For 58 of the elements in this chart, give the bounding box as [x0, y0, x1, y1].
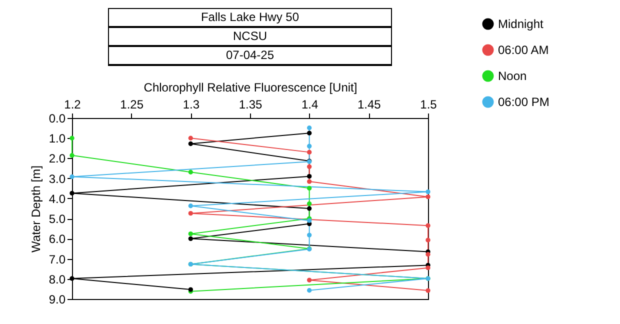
chart-subtitle: NCSU: [109, 28, 391, 47]
point: [306, 150, 312, 155]
point: [306, 278, 312, 282]
point: [426, 189, 430, 194]
point: [70, 153, 74, 158]
text: 07-04-25: [109, 47, 391, 66]
y-tick-label: 3.0: [48, 172, 66, 186]
point: [306, 164, 312, 170]
point: [188, 232, 194, 236]
point: [306, 126, 312, 130]
y-tick-label: 0.0: [48, 112, 66, 126]
y-tick-label: 4.0: [48, 192, 66, 206]
y-tick-label: 2.0: [48, 152, 66, 166]
x-axis-title: Chlorophyll Relative Fluorescence [Unit]: [144, 80, 358, 94]
y-tick-label: 6.0: [48, 232, 66, 246]
point: [306, 232, 312, 238]
point: [188, 170, 194, 174]
legend-label: Midnight: [498, 17, 544, 31]
x-tick-label: 1.35: [238, 98, 262, 112]
y-tick-label: 9.0: [48, 292, 66, 306]
point: [70, 276, 74, 281]
point: [70, 174, 74, 180]
x-tick-label: 1.2: [64, 98, 82, 112]
point: [188, 136, 194, 140]
y-tick-label: 7.0: [48, 252, 66, 266]
x-tick-label: 1.4: [301, 98, 318, 112]
chart-title: Falls Lake Hwy 50: [109, 9, 391, 28]
point: [306, 288, 312, 293]
point: [188, 210, 194, 216]
point: [306, 130, 312, 136]
point: [306, 201, 312, 206]
point: [306, 206, 312, 211]
y-tick-label: 1.0: [48, 132, 66, 146]
y-tick-label: 5.0: [48, 212, 66, 226]
x-tick-label: 1.45: [357, 98, 382, 112]
point: [426, 238, 430, 242]
point: [306, 174, 312, 179]
x-tick-label: 1.5: [420, 98, 438, 112]
legend-label: Noon: [498, 69, 527, 83]
y-tick-label: 8.0: [48, 272, 66, 286]
point: [188, 141, 194, 146]
point: [70, 136, 74, 140]
point: [306, 186, 312, 191]
point: [188, 204, 194, 208]
point: [426, 223, 430, 228]
point: [426, 252, 430, 257]
point: [306, 179, 312, 184]
legend-label: 06:00 PM: [498, 95, 550, 109]
point: [426, 265, 430, 270]
point: [70, 190, 74, 196]
point: [306, 144, 312, 148]
x-tick-label: 1.3: [182, 98, 200, 112]
y-axis-title: Water Depth [m]: [28, 166, 43, 252]
point: [426, 194, 430, 200]
legend-label: 06:00 AM: [498, 43, 549, 57]
point: [188, 236, 194, 242]
x-tick-label: 1.25: [120, 98, 144, 112]
point: [426, 288, 430, 293]
